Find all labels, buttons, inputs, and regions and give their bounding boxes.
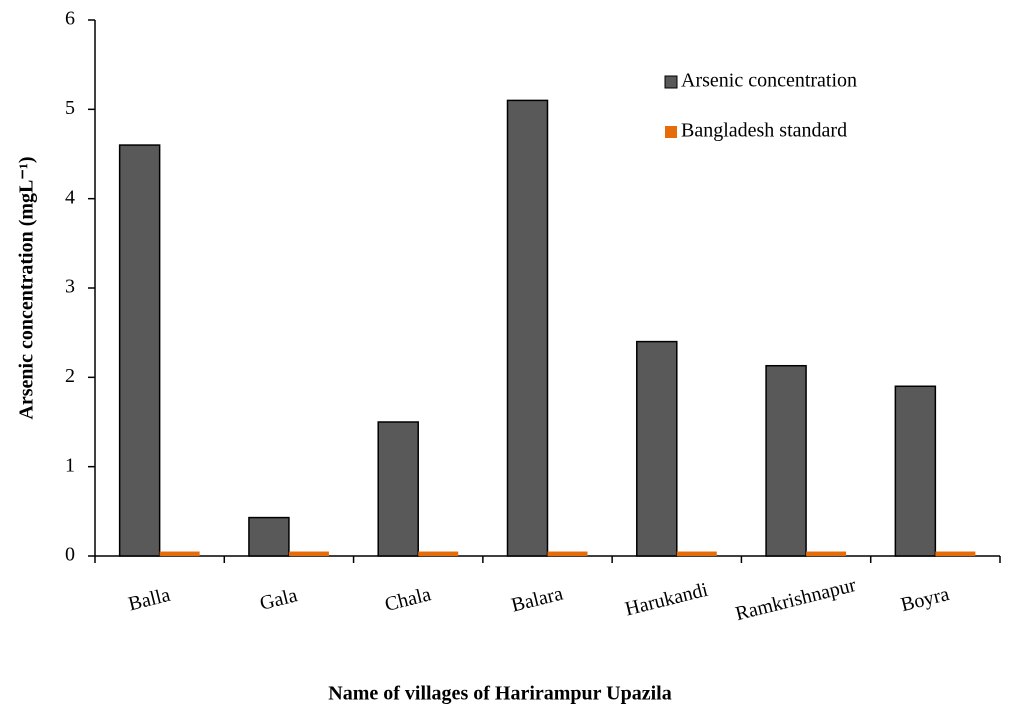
bar [288, 551, 329, 556]
x-tick-label: Chala [383, 583, 434, 616]
bar [806, 551, 847, 556]
legend-swatch [665, 126, 677, 138]
x-tick-label: Ramkrishnapur [733, 574, 858, 625]
y-tick-label: 1 [65, 454, 75, 476]
x-axis-label: Name of villages of Harirampur Upazila [328, 683, 671, 705]
y-tick-label: 2 [65, 365, 75, 387]
y-tick-label: 3 [65, 276, 75, 298]
x-tick-label: Gala [258, 584, 300, 615]
x-tick-label: Boyra [899, 583, 952, 616]
bar [894, 385, 937, 557]
bar [765, 364, 807, 557]
legend-label: Arsenic concentration [681, 70, 857, 92]
bar [248, 516, 290, 557]
bar [506, 99, 549, 557]
y-axis-label: Arsenic concentration (mgL⁻¹) [16, 156, 38, 419]
bar [118, 144, 161, 557]
bar [935, 551, 976, 556]
bar [418, 551, 459, 556]
bar [377, 421, 419, 557]
y-tick-label: 0 [65, 544, 75, 566]
bar [547, 551, 588, 556]
x-tick-label: Balla [126, 584, 172, 616]
y-tick-label: 6 [65, 8, 75, 30]
x-tick-label: Balara [509, 583, 565, 617]
legend-label: Bangladesh standard [681, 120, 847, 142]
legend-swatch [664, 75, 678, 89]
bar [636, 340, 678, 557]
bar [676, 551, 717, 556]
y-tick-label: 4 [65, 186, 75, 208]
x-tick-label: Harukandi [623, 579, 711, 621]
bar [159, 551, 200, 556]
y-tick-label: 5 [65, 97, 75, 119]
